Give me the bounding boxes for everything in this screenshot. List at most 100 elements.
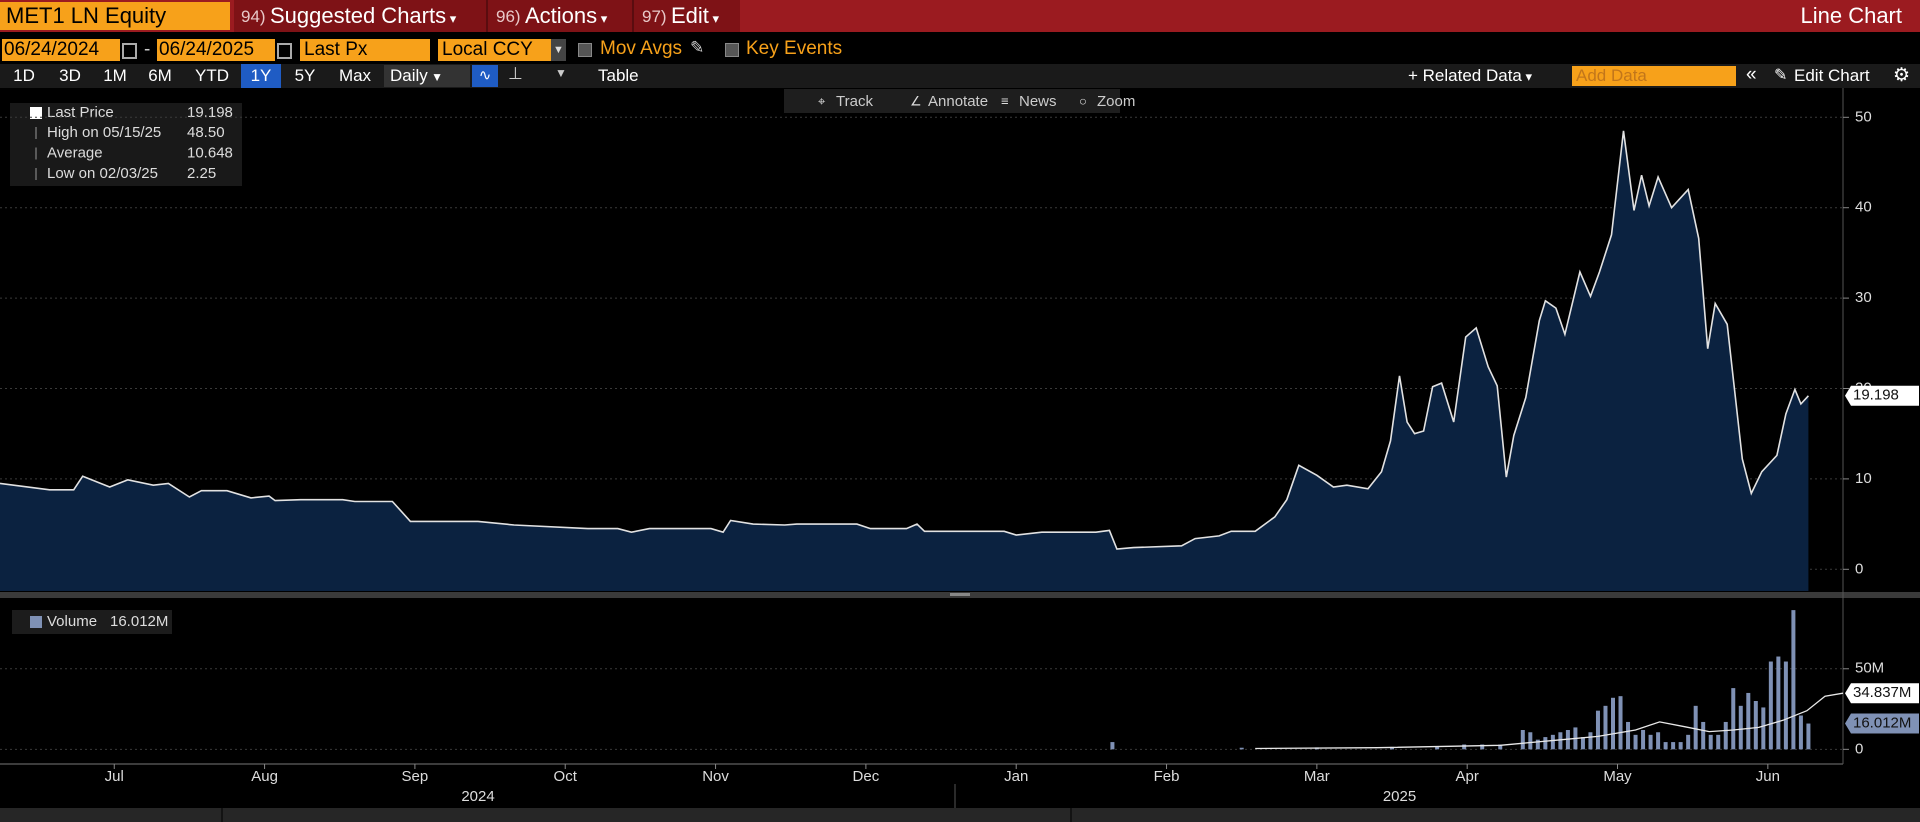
volume-bar [1693, 705, 1698, 750]
volume-bar [1783, 661, 1788, 750]
range-bar: Daily ∿ ⊥ ▼ Table Related Data Add Data … [0, 64, 1920, 88]
x-tick-label: Jul [105, 768, 124, 785]
legend-value: 19.198 [187, 104, 233, 121]
value-tag [1845, 683, 1919, 704]
value-tag-label: 34.837M [1853, 684, 1911, 701]
tool-button: Track [836, 93, 873, 110]
legend-value: 10.648 [187, 144, 233, 161]
period-button[interactable]: 5Y [294, 66, 316, 85]
year-label: 2025 [1383, 788, 1416, 805]
y-tick-label: 30 [1855, 289, 1872, 306]
volume-bar [1603, 705, 1608, 750]
checkbox[interactable] [725, 43, 739, 57]
legend-label: Low on 02/03/25 [47, 165, 158, 182]
legend-value: 2.25 [187, 165, 216, 182]
menu-label[interactable]: Edit [671, 3, 719, 29]
period-button[interactable]: YTD [195, 66, 229, 85]
period-button[interactable]: 1D [13, 66, 35, 85]
menu-key[interactable]: 97) [642, 7, 667, 26]
menu-key[interactable]: 96) [496, 7, 521, 26]
tool-bar [784, 89, 1120, 113]
volume-bar [1723, 721, 1728, 750]
volume-bar [1641, 730, 1646, 750]
price-area [0, 130, 1809, 591]
pencil-icon[interactable]: ✎ [690, 38, 705, 57]
volume-bar [1611, 697, 1616, 750]
y-tick-label: 40 [1855, 199, 1872, 216]
x-tick-label: Aug [251, 768, 278, 785]
volume-bar [1462, 744, 1467, 750]
volume-bar [1753, 700, 1758, 750]
volume-bar [1626, 721, 1631, 750]
volume-bar [1435, 746, 1440, 750]
volume-bar [1761, 707, 1766, 750]
checkbox[interactable] [578, 43, 592, 57]
legend-value: 16.012M [110, 613, 168, 630]
period-button[interactable]: 3D [59, 66, 81, 85]
end-date[interactable]: 06/24/2025 [157, 39, 275, 61]
period-button[interactable]: 1Y [241, 64, 281, 88]
volume-bar [1701, 721, 1706, 750]
volume-bar [1390, 746, 1395, 750]
volume-bar [1791, 610, 1796, 750]
volume-bar [1716, 734, 1721, 750]
add-data[interactable]: Add Data [1572, 66, 1736, 86]
period-button[interactable]: 6M [148, 66, 172, 85]
tool-icon: ∠ [910, 93, 922, 108]
y-tick-label: 10 [1855, 470, 1872, 487]
field-select[interactable]: Last Px [300, 39, 430, 61]
key-events[interactable]: Key Events [746, 38, 843, 59]
menu-label[interactable]: Suggested Charts [270, 3, 456, 29]
period-button[interactable]: 1M [103, 66, 127, 85]
start-date[interactable]: 06/24/2024 [2, 39, 120, 61]
frequency-select[interactable]: Daily [384, 65, 470, 87]
mov-avgs[interactable]: Mov Avgs [600, 38, 683, 59]
volume-bar [1671, 742, 1676, 750]
value-tag-label: 19.198 [1853, 387, 1899, 404]
divider-handle [950, 593, 970, 596]
tool-icon: ⌖ [818, 93, 826, 108]
x-tick-label: Dec [853, 768, 880, 785]
currency-select[interactable]: Local CCY [438, 39, 552, 61]
settings-icon[interactable]: ⚙ [1893, 65, 1911, 86]
volume-bar [1498, 744, 1503, 750]
period-button[interactable]: Max [338, 66, 372, 85]
volume-bar [1595, 710, 1600, 750]
calendar-icon[interactable] [277, 43, 292, 59]
legend-label: Last Price [47, 104, 114, 121]
ticker-field[interactable]: MET1 LN Equity [0, 2, 230, 30]
x-tick-label: Nov [702, 768, 729, 785]
menu-label[interactable]: Actions [525, 3, 607, 29]
volume-bar [1686, 734, 1691, 750]
legend-value: 48.50 [187, 124, 225, 141]
status-strip [0, 808, 1920, 822]
tool-button: News [1019, 93, 1057, 110]
dropdown-arrow[interactable]: ▼ [551, 39, 566, 61]
collapse-icon[interactable]: « [1746, 64, 1757, 85]
moving-average-line [1255, 692, 1844, 750]
tool-button: Annotate [928, 93, 988, 110]
x-tick-label: May [1603, 768, 1632, 785]
y-tick-label: 0 [1855, 740, 1863, 757]
value-tag-label: 16.012M [1853, 715, 1911, 732]
related-data[interactable]: Related Data [1408, 66, 1532, 86]
more-arrow[interactable]: ▼ [555, 66, 567, 80]
tool-button: Zoom [1097, 93, 1135, 110]
edit-chart[interactable]: Edit Chart [1794, 66, 1870, 85]
volume-bar [1535, 739, 1540, 750]
volume-bar [1768, 661, 1773, 750]
menu-key[interactable]: 94) [241, 7, 266, 26]
x-tick-label: Jan [1004, 768, 1028, 785]
y-tick-label: 0 [1855, 560, 1863, 577]
table-button[interactable]: Table [598, 66, 639, 85]
date-separator: - [144, 39, 151, 60]
line-icon[interactable]: ∿ [472, 65, 498, 87]
pencil-icon[interactable]: ✎ [1774, 67, 1788, 84]
volume-bar [1633, 734, 1638, 750]
volume-bar [1543, 737, 1548, 750]
bar-icon[interactable]: ⊥ [508, 64, 523, 83]
calendar-icon[interactable] [122, 43, 137, 59]
volume-bar [1588, 732, 1593, 750]
x-tick-label: Feb [1154, 768, 1180, 785]
